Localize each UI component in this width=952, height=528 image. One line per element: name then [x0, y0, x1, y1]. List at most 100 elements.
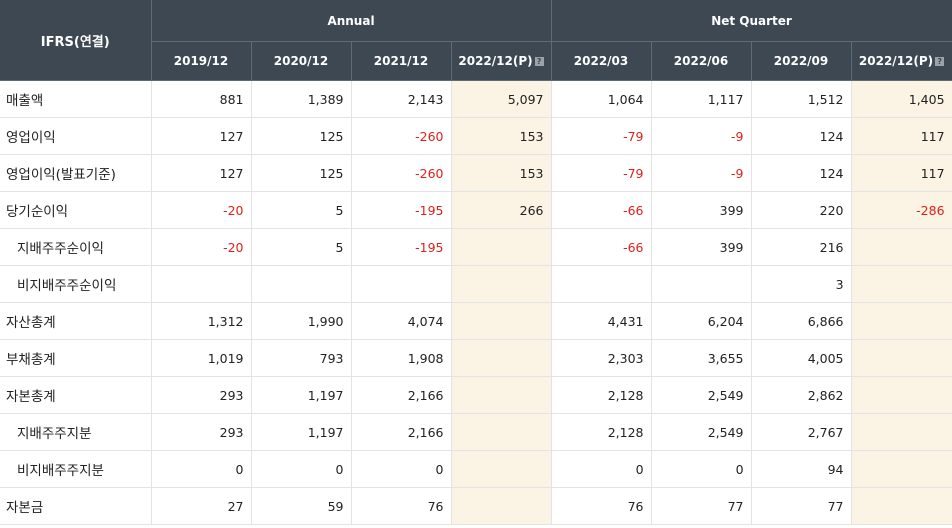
table-cell — [451, 265, 552, 303]
table-cell: 94 — [751, 450, 852, 488]
table-cell — [451, 450, 552, 488]
table-cell — [451, 228, 552, 266]
table-cell: 117 — [851, 117, 952, 155]
table-cell: 293 — [151, 376, 252, 414]
column-header-label: 2022/12(P) — [458, 54, 533, 68]
table-cell — [451, 302, 552, 340]
table-cell: 0 — [351, 450, 452, 488]
row-label: 당기순이익 — [0, 191, 152, 229]
table-cell: -195 — [351, 191, 452, 229]
table-cell: 399 — [651, 228, 752, 266]
table-row: 비지배주주지분 0 0 0 0 0 94 — [0, 450, 952, 488]
ifrs-corner-header: IFRS(연결) — [0, 0, 152, 81]
table-cell: -260 — [351, 154, 452, 192]
table-cell: 59 — [251, 487, 352, 525]
table-row: 부채총계 1,019 793 1,908 2,303 3,655 4,005 — [0, 339, 952, 377]
annual-group-header: Annual — [151, 0, 552, 42]
table-cell: 2,128 — [551, 376, 652, 414]
help-icon[interactable]: ? — [534, 57, 544, 66]
table-cell: -66 — [551, 228, 652, 266]
table-cell: -79 — [551, 154, 652, 192]
table-cell: -286 — [851, 191, 952, 229]
table-cell: 1,512 — [751, 80, 852, 118]
row-label: 비지배주주순이익 — [0, 265, 152, 303]
table-cell: 5 — [251, 191, 352, 229]
table-cell: 1,990 — [251, 302, 352, 340]
table-cell: 293 — [151, 413, 252, 451]
table-cell: 216 — [751, 228, 852, 266]
table-row: 당기순이익 -20 5 -195 266 -66 399 220 -286 — [0, 191, 952, 229]
table-cell — [451, 413, 552, 451]
table-cell: 1,064 — [551, 80, 652, 118]
table-cell: 77 — [651, 487, 752, 525]
table-cell: 266 — [451, 191, 552, 229]
table-cell — [451, 339, 552, 377]
table-cell: 2,143 — [351, 80, 452, 118]
table-cell: 117 — [851, 154, 952, 192]
table-cell: 1,389 — [251, 80, 352, 118]
table-cell: 76 — [351, 487, 452, 525]
table-cell: 6,866 — [751, 302, 852, 340]
column-header-quarter-2: 2022/09 — [751, 41, 852, 81]
table-cell: 2,549 — [651, 376, 752, 414]
table-cell: 27 — [151, 487, 252, 525]
table-cell: 125 — [251, 117, 352, 155]
column-header-label: 2022/03 — [573, 54, 629, 68]
row-label: 비지배주주지분 — [0, 450, 152, 488]
table-cell: 4,431 — [551, 302, 652, 340]
table-cell: -20 — [151, 228, 252, 266]
table-cell: 399 — [651, 191, 752, 229]
column-header-label: 2021/12 — [373, 54, 429, 68]
table-body: 매출액 881 1,389 2,143 5,097 1,064 1,117 1,512 1,40… — [0, 80, 952, 525]
table-cell — [351, 265, 452, 303]
table-cell: 881 — [151, 80, 252, 118]
row-label: 매출액 — [0, 80, 152, 118]
table-cell: 1,117 — [651, 80, 752, 118]
table-cell: 77 — [751, 487, 852, 525]
table-cell: 2,166 — [351, 413, 452, 451]
table-header: IFRS(연결) Annual Net Quarter 2019/12 2020/… — [0, 0, 952, 81]
table-cell: 0 — [251, 450, 352, 488]
table-cell — [651, 265, 752, 303]
row-label: 자산총계 — [0, 302, 152, 340]
table-row: 영업이익 127 125 -260 153 -79 -9 124 117 — [0, 117, 952, 155]
table-cell: 124 — [751, 117, 852, 155]
table-cell: 0 — [551, 450, 652, 488]
table-cell — [851, 413, 952, 451]
table-cell: 3 — [751, 265, 852, 303]
table-cell: 76 — [551, 487, 652, 525]
table-cell: -79 — [551, 117, 652, 155]
row-label: 부채총계 — [0, 339, 152, 377]
table-row: 비지배주주순이익 3 — [0, 265, 952, 303]
column-header-label: 2022/12(P) — [858, 54, 934, 68]
table-cell: -9 — [651, 154, 752, 192]
table-cell: 127 — [151, 117, 252, 155]
row-label: 영업이익 — [0, 117, 152, 155]
table-cell: 1,908 — [351, 339, 452, 377]
row-label: 자본금 — [0, 487, 152, 525]
table-cell — [851, 228, 952, 266]
table-cell — [851, 265, 952, 303]
column-header-quarter-1: 2022/06 — [651, 41, 752, 81]
help-icon[interactable]: ? — [935, 57, 945, 66]
table-cell: 5 — [251, 228, 352, 266]
table-cell: 0 — [651, 450, 752, 488]
table-row: 자산총계 1,312 1,990 4,074 4,431 6,204 6,866 — [0, 302, 952, 340]
column-header-label: 2022/09 — [773, 54, 829, 68]
row-label: 지배주주지분 — [0, 413, 152, 451]
table-cell: 127 — [151, 154, 252, 192]
row-label: 영업이익(발표기준) — [0, 154, 152, 192]
table-cell: -66 — [551, 191, 652, 229]
net-quarter-group-header: Net Quarter — [551, 0, 952, 42]
table-cell: 5,097 — [451, 80, 552, 118]
table-cell: 2,767 — [751, 413, 852, 451]
column-header-quarter-3: 2022/12(P)? — [851, 41, 952, 81]
table-cell: 2,549 — [651, 413, 752, 451]
table-cell — [851, 302, 952, 340]
table-cell: 793 — [251, 339, 352, 377]
table-cell — [251, 265, 352, 303]
column-header-annual-1: 2020/12 — [251, 41, 352, 81]
column-header-annual-3: 2022/12(P)? — [451, 41, 552, 81]
table-row: 지배주주지분 293 1,197 2,166 2,128 2,549 2,767 — [0, 413, 952, 451]
table-cell: 1,197 — [251, 413, 352, 451]
